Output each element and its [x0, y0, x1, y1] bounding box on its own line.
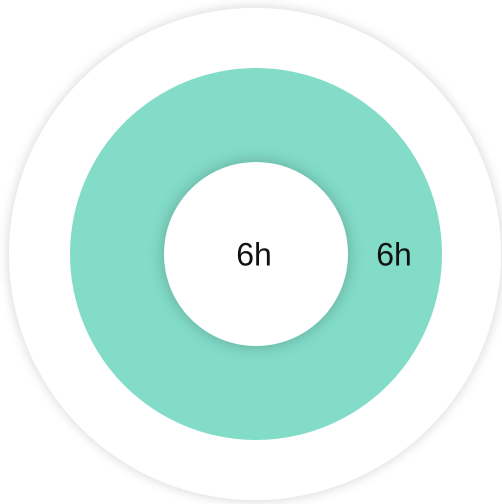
center-disc — [164, 162, 348, 346]
center-label: 6h — [236, 236, 272, 272]
ring-label: 6h — [376, 236, 412, 272]
